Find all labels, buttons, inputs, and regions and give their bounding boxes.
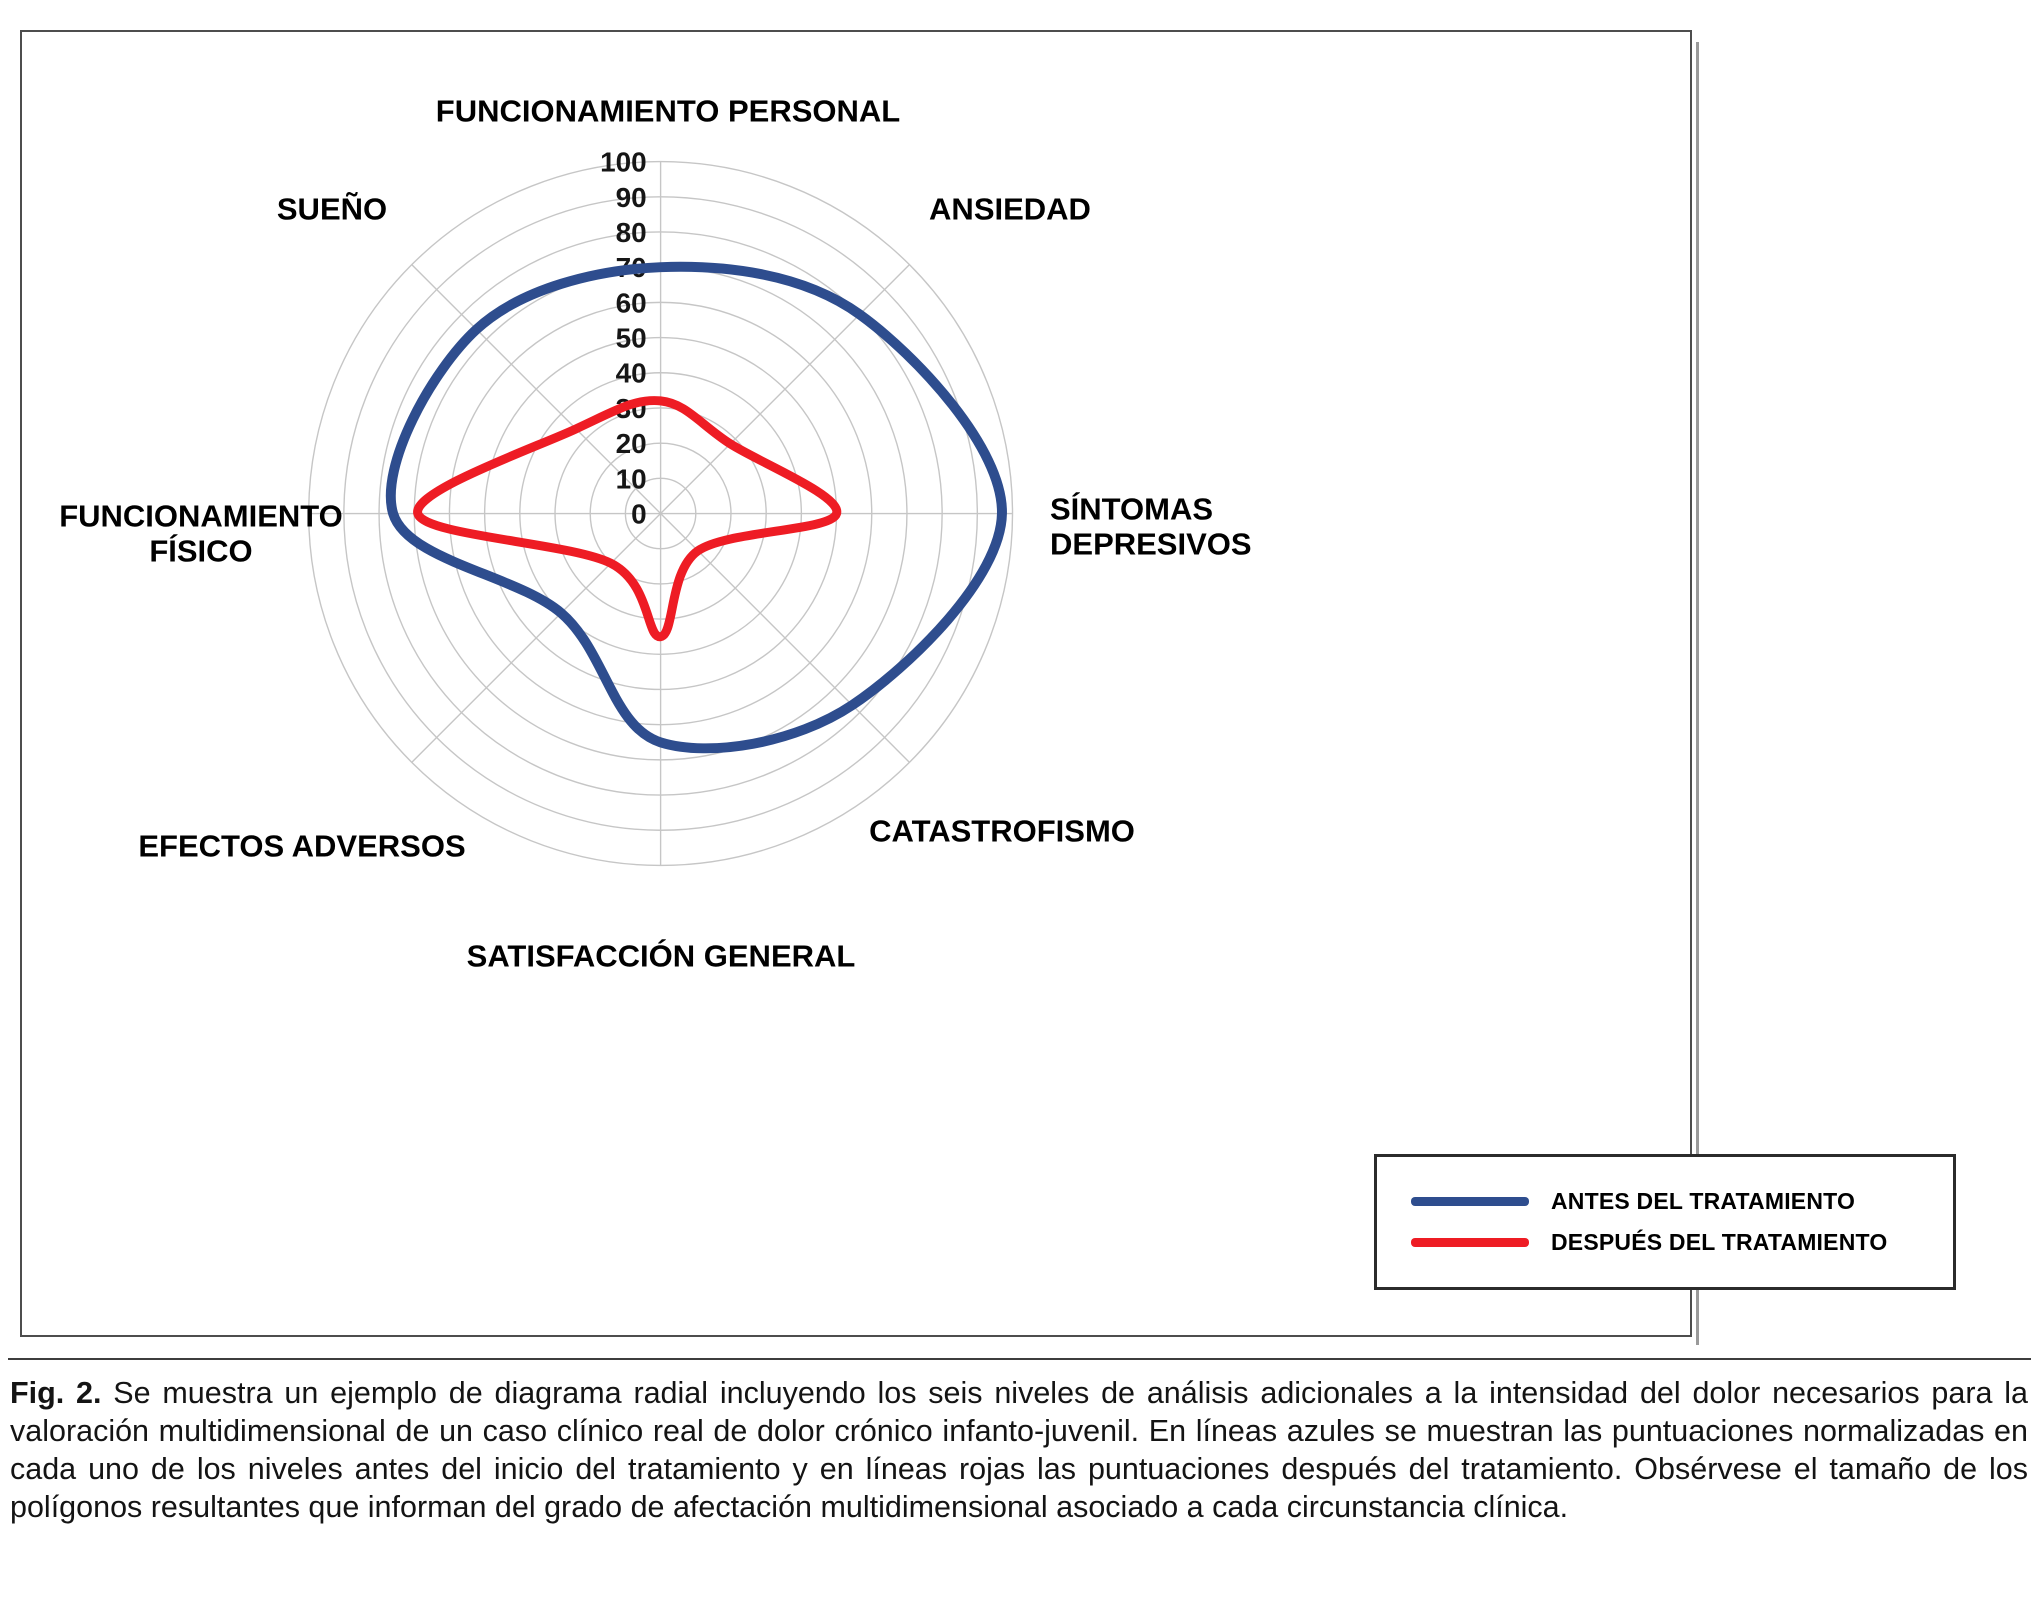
legend: ANTES DEL TRATAMIENTO DESPUÉS DEL TRATAM… [1374, 1154, 1956, 1290]
svg-text:50: 50 [616, 323, 647, 354]
legend-item: DESPUÉS DEL TRATAMIENTO [1411, 1229, 1953, 1256]
legend-item: ANTES DEL TRATAMIENTO [1411, 1188, 1953, 1215]
caption-divider [8, 1358, 2031, 1360]
figure-caption-text: Se muestra un ejemplo de diagrama radial… [10, 1376, 2028, 1524]
legend-swatch [1411, 1197, 1529, 1206]
svg-text:10: 10 [616, 463, 647, 494]
legend-label: ANTES DEL TRATAMIENTO [1551, 1188, 1856, 1214]
svg-text:100: 100 [600, 147, 647, 178]
panel-shadow-edge [1696, 42, 1699, 1345]
figure-panel: 0 10 20 30 40 50 60 70 80 90 100 FUNCIONAMIENTO PE… [20, 30, 1956, 1345]
svg-text:20: 20 [616, 428, 647, 459]
legend-label: DESPUÉS DEL TRATAMIENTO [1551, 1229, 1888, 1255]
axis-label-funcionamiento-fisico: FUNCIONAMIENTO FÍSICO [59, 498, 343, 568]
axis-label-satisfaccion-general: SATISFACCIÓN GENERAL [466, 938, 856, 974]
axis-label-funcionamiento-personal: FUNCIONAMIENTO PERSONAL [435, 93, 901, 129]
axis-label-sintomas-depresivos: SÍNTOMAS DEPRESIVOS [1050, 491, 1252, 561]
figure-caption: Fig. 2. Se muestra un ejemplo de diagram… [10, 1374, 2028, 1526]
axis-label-efectos-adversos: EFECTOS ADVERSOS [138, 828, 466, 864]
svg-text:60: 60 [616, 287, 647, 318]
legend-swatch [1411, 1238, 1529, 1247]
figure-caption-label: Fig. 2. [10, 1376, 102, 1410]
svg-text:40: 40 [616, 358, 647, 389]
axis-label-catastrofismo: CATASTROFISMO [869, 813, 1135, 849]
svg-text:80: 80 [616, 217, 647, 248]
axis-label-ansiedad: ANSIEDAD [929, 191, 1091, 227]
svg-text:0: 0 [631, 498, 647, 529]
svg-text:90: 90 [616, 182, 647, 213]
axis-label-sueno: SUEÑO [276, 191, 388, 227]
